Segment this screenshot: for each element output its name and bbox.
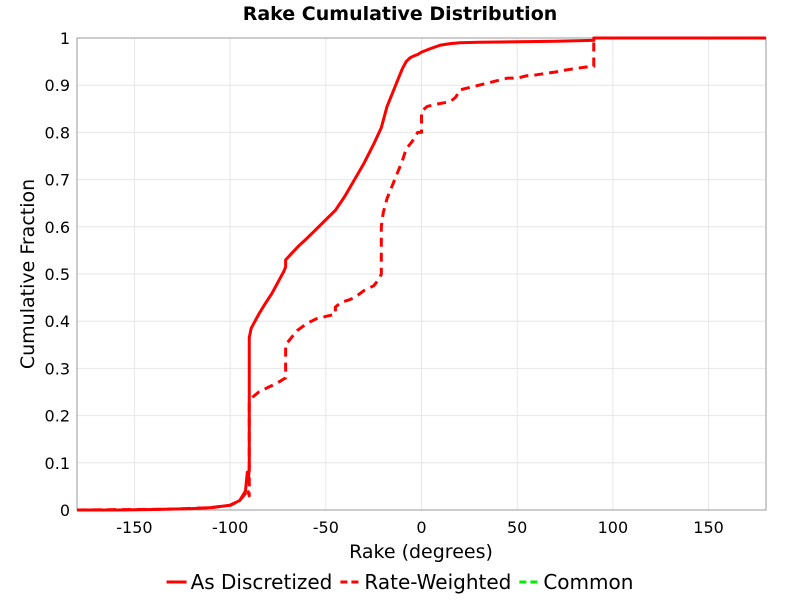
x-tick-label: 100 bbox=[598, 518, 629, 537]
legend-label-2: Common bbox=[543, 570, 633, 594]
y-tick-label: 1 bbox=[60, 29, 70, 48]
x-tick-label: -150 bbox=[116, 518, 152, 537]
tick-labels: -150 -100 -50 0 50 100 150 0 0.1 0.2 0.3 0.4 0.5 0.6 0… bbox=[45, 29, 724, 537]
y-tick-label: 0.7 bbox=[45, 171, 70, 190]
series-layer bbox=[76, 36, 766, 512]
legend: As Discretized Rate-Weighted Common bbox=[166, 570, 633, 594]
y-tick-label: 0.2 bbox=[45, 407, 70, 426]
y-tick-label: 0.1 bbox=[45, 454, 70, 473]
legend-label-0: As Discretized bbox=[191, 570, 333, 594]
y-tick-label: 0.5 bbox=[45, 265, 70, 284]
y-tick-label: 0 bbox=[60, 501, 70, 520]
x-tick-label: 150 bbox=[693, 518, 724, 537]
y-tick-label: 0.3 bbox=[45, 359, 70, 378]
x-tick-label: 50 bbox=[507, 518, 527, 537]
x-axis-label: Rake (degrees) bbox=[349, 541, 493, 563]
legend-label-1: Rate-Weighted bbox=[364, 570, 511, 594]
plot-frame bbox=[76, 37, 767, 511]
series-line-1 bbox=[76, 36, 766, 512]
x-tick-label: -50 bbox=[313, 518, 339, 537]
y-tick-label: 0.4 bbox=[45, 312, 70, 331]
y-axis-label: Cumulative Fraction bbox=[17, 179, 39, 369]
x-tick-label: 0 bbox=[416, 518, 426, 537]
chart-title: Rake Cumulative Distribution bbox=[243, 3, 558, 25]
y-tick-label: 0.6 bbox=[45, 218, 70, 237]
y-tick-label: 0.8 bbox=[45, 123, 70, 142]
y-tick-label: 0.9 bbox=[45, 76, 70, 95]
x-tick-label: -100 bbox=[212, 518, 248, 537]
grid bbox=[77, 37, 766, 511]
